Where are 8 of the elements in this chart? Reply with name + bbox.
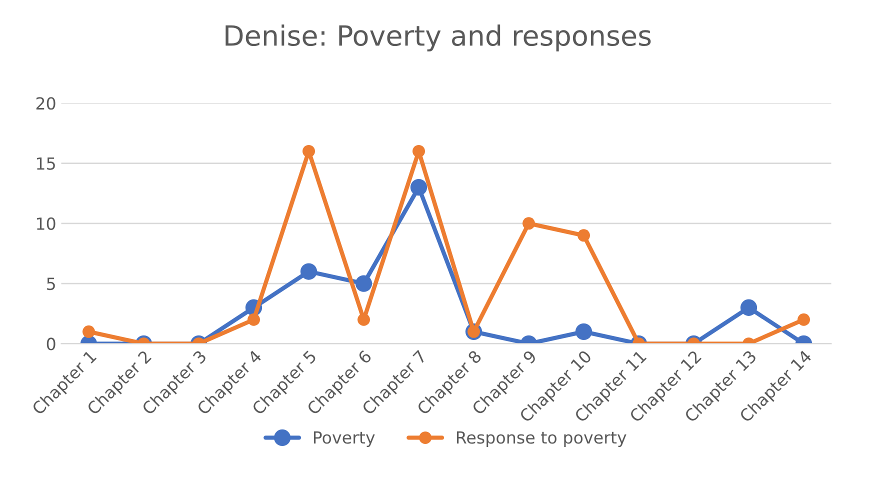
chart-title: Denise: Poverty and responses xyxy=(226,24,651,52)
y-tick-label: 15 xyxy=(37,157,55,170)
y-tick-label: 20 xyxy=(36,97,56,110)
y-tick-label: 0 xyxy=(46,338,56,350)
legend-label: Response to poverty xyxy=(456,431,626,448)
legend-label: Poverty xyxy=(314,431,375,448)
y-tick-label: 10 xyxy=(37,217,56,230)
y-tick-label: 5 xyxy=(47,278,55,290)
